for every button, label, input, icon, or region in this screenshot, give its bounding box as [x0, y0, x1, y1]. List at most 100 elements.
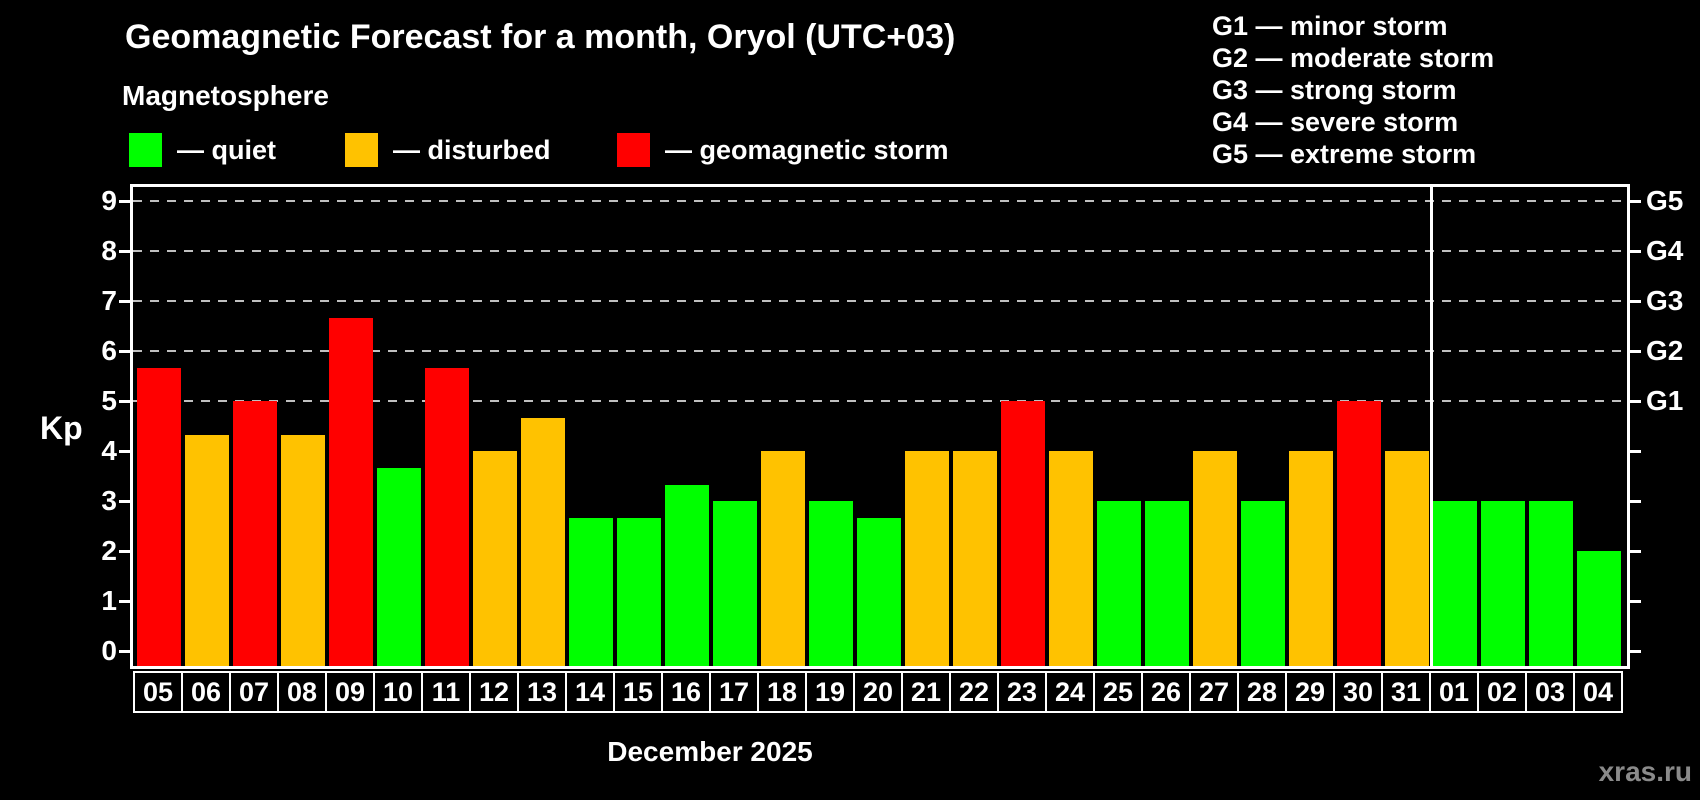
legend-label-disturbed: — disturbed — [393, 134, 551, 165]
right-axis-label-g1: G1 — [1646, 385, 1684, 416]
date-box-05: 05 — [133, 671, 183, 713]
bar-29 — [1289, 451, 1333, 666]
gridline-kp-8 — [133, 250, 1627, 252]
bar-25 — [1097, 501, 1141, 666]
g-legend-line-2: G2 — moderate storm — [1212, 43, 1495, 73]
gridline-kp-6 — [133, 350, 1627, 352]
g-legend-line-5: G5 — extreme storm — [1212, 139, 1477, 169]
legend-swatch-disturbed — [345, 133, 378, 167]
right-axis-label-g4: G4 — [1646, 235, 1684, 266]
bar-23 — [1001, 401, 1045, 666]
bar-27 — [1193, 451, 1237, 666]
y-tick-label-1: 1 — [101, 585, 117, 616]
legend-swatch-quiet — [129, 133, 162, 167]
right-tick-8 — [1630, 249, 1641, 253]
right-axis-label-g2: G2 — [1646, 335, 1684, 366]
bar-30 — [1337, 401, 1381, 666]
g-legend-line-4: G4 — severe storm — [1212, 107, 1459, 137]
date-box-13: 13 — [517, 671, 567, 713]
date-box-19: 19 — [805, 671, 855, 713]
bar-24 — [1049, 451, 1093, 666]
chart-subtitle: Magnetosphere — [122, 80, 329, 111]
bar-08 — [281, 434, 325, 666]
left-tick-8 — [119, 249, 130, 253]
right-tick-9 — [1630, 199, 1641, 203]
y-tick-label-4: 4 — [101, 435, 117, 466]
bar-13 — [521, 417, 565, 666]
date-box-11: 11 — [421, 671, 471, 713]
date-box-03: 03 — [1525, 671, 1575, 713]
left-tick-0 — [119, 649, 130, 653]
date-box-31: 31 — [1381, 671, 1431, 713]
bar-06 — [185, 434, 229, 666]
date-box-26: 26 — [1141, 671, 1191, 713]
left-tick-9 — [119, 199, 130, 203]
bar-31 — [1385, 451, 1429, 666]
date-box-23: 23 — [997, 671, 1047, 713]
watermark: xras.ru — [1598, 756, 1692, 787]
gridline-kp-9 — [133, 200, 1627, 202]
date-box-30: 30 — [1333, 671, 1383, 713]
left-tick-7 — [119, 299, 130, 303]
right-tick-7 — [1630, 299, 1641, 303]
date-box-10: 10 — [373, 671, 423, 713]
left-tick-1 — [119, 599, 130, 603]
date-box-15: 15 — [613, 671, 663, 713]
date-box-02: 02 — [1477, 671, 1527, 713]
date-box-20: 20 — [853, 671, 903, 713]
date-box-14: 14 — [565, 671, 615, 713]
date-box-17: 17 — [709, 671, 759, 713]
gridline-kp-5 — [133, 400, 1627, 402]
date-box-27: 27 — [1189, 671, 1239, 713]
right-axis-label-g5: G5 — [1646, 185, 1684, 216]
bar-21 — [905, 451, 949, 666]
y-tick-label-7: 7 — [101, 285, 117, 316]
bar-12 — [473, 451, 517, 666]
date-box-09: 09 — [325, 671, 375, 713]
y-tick-label-2: 2 — [101, 535, 117, 566]
right-tick-2 — [1630, 549, 1641, 553]
right-tick-5 — [1630, 399, 1641, 403]
date-box-04: 04 — [1573, 671, 1623, 713]
date-box-24: 24 — [1045, 671, 1095, 713]
bar-02 — [1481, 501, 1525, 666]
bar-11 — [425, 367, 469, 666]
bar-05 — [137, 367, 181, 666]
legend-item-storm: — geomagnetic storm — [617, 132, 949, 168]
date-box-29: 29 — [1285, 671, 1335, 713]
bar-14 — [569, 517, 613, 666]
legend-label-storm: — geomagnetic storm — [665, 134, 949, 165]
y-axis-label: Kp — [40, 410, 83, 446]
right-tick-0 — [1630, 649, 1641, 653]
right-tick-4 — [1630, 449, 1641, 453]
y-tick-label-0: 0 — [101, 635, 117, 666]
date-box-07: 07 — [229, 671, 279, 713]
y-tick-label-9: 9 — [101, 185, 117, 216]
bar-09 — [329, 317, 373, 666]
bar-03 — [1529, 501, 1573, 666]
left-tick-2 — [119, 549, 130, 553]
bar-18 — [761, 451, 805, 666]
legend-item-disturbed: — disturbed — [345, 132, 551, 168]
bar-28 — [1241, 501, 1285, 666]
date-box-28: 28 — [1237, 671, 1287, 713]
y-tick-label-3: 3 — [101, 485, 117, 516]
g-legend-line-1: G1 — minor storm — [1212, 11, 1448, 41]
gridline-kp-7 — [133, 300, 1627, 302]
date-box-18: 18 — [757, 671, 807, 713]
y-tick-label-5: 5 — [101, 385, 117, 416]
date-box-25: 25 — [1093, 671, 1143, 713]
y-tick-label-8: 8 — [101, 235, 117, 266]
bar-17 — [713, 501, 757, 666]
bar-19 — [809, 501, 853, 666]
date-box-22: 22 — [949, 671, 999, 713]
bar-10 — [377, 467, 421, 666]
bar-26 — [1145, 501, 1189, 666]
legend-swatch-storm — [617, 133, 650, 167]
bar-16 — [665, 484, 709, 666]
date-box-21: 21 — [901, 671, 951, 713]
right-tick-1 — [1630, 599, 1641, 603]
left-tick-5 — [119, 399, 130, 403]
right-tick-3 — [1630, 499, 1641, 503]
